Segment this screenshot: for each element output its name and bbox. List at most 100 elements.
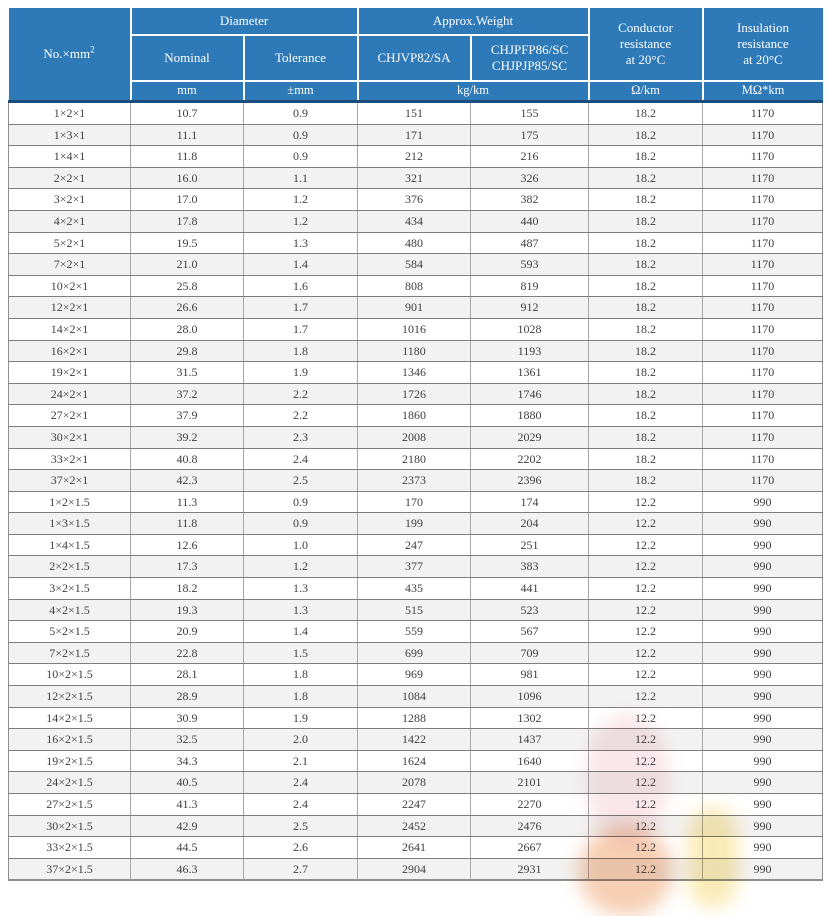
table-row: 1×3×1.5 11.8 0.9 199 204 12.2 990: [8, 512, 824, 535]
cell: 584: [357, 253, 471, 276]
table-row: 2×2×1.5 17.3 1.2 377 383 12.2 990: [8, 555, 824, 579]
header-approx-weight: Approx.Weight: [356, 8, 590, 36]
table-row: 24×2×1.5 40.5 2.4 2078 2101 12.2 990: [8, 771, 824, 794]
cell: 11.8: [130, 512, 244, 535]
table-row: 19×2×1 31.5 1.9 1346 1361 18.2 1170: [8, 361, 824, 384]
cell: 2008: [357, 425, 471, 449]
cell: 28.0: [130, 317, 244, 341]
cell: 1.3: [243, 231, 358, 255]
table-row: 1×4×1.5 12.6 1.0 247 251 12.2 990: [8, 533, 824, 557]
cell: 2247: [357, 793, 471, 816]
cell: 12.2: [588, 533, 704, 557]
cell: 18.2: [588, 231, 704, 255]
cell: 1.1: [243, 166, 358, 190]
cell: 1.3: [243, 598, 358, 622]
cell: 12.2: [588, 641, 704, 665]
cell: 969: [357, 663, 471, 687]
cell: 1361: [469, 361, 590, 384]
cell: 1028: [469, 317, 590, 341]
cell: 3×2×1: [8, 188, 131, 211]
cell: 990: [702, 533, 824, 557]
table-row: 37×2×1.5 46.3 2.7 2904 2931 12.2 990: [8, 857, 824, 882]
cell: 12.2: [588, 706, 704, 730]
cell: 1.9: [243, 361, 358, 384]
cell: 40.5: [130, 771, 244, 794]
cell: 567: [469, 620, 590, 643]
cell: 1170: [702, 253, 824, 276]
cell: 2×2×1: [8, 166, 131, 190]
cell: 1×2×1.5: [8, 490, 131, 514]
cell: 2.6: [243, 836, 358, 859]
cell: 0.9: [243, 490, 358, 514]
cell: 487: [469, 231, 590, 255]
cell: 2029: [469, 425, 590, 449]
cell: 11.3: [130, 490, 244, 514]
cell: 28.9: [130, 685, 244, 708]
table-row: 30×2×1 39.2 2.3 2008 2029 18.2 1170: [8, 425, 824, 449]
cell: 42.3: [130, 469, 244, 492]
cell: 4×2×1.5: [8, 598, 131, 622]
insulation-line2: resistance: [737, 35, 789, 51]
table-row: 2×2×1 16.0 1.1 321 326 18.2 1170: [8, 166, 824, 190]
table-row: 33×2×1 40.8 2.4 2180 2202 18.2 1170: [8, 447, 824, 471]
cell: 1.7: [243, 296, 358, 319]
cell: 990: [702, 771, 824, 794]
cell: 2270: [469, 793, 590, 816]
cell: 1170: [702, 231, 824, 255]
cell: 4×2×1: [8, 209, 131, 233]
cell: 376: [357, 188, 471, 211]
cell: 12.2: [588, 728, 704, 751]
cell: 18.2: [588, 404, 704, 427]
cell: 2202: [469, 447, 590, 471]
cell: 2.4: [243, 771, 358, 794]
cell: 1640: [469, 749, 590, 773]
cell: 1170: [702, 469, 824, 492]
header-no-mm2: No.×mm2: [8, 8, 132, 103]
cell: 12.2: [588, 685, 704, 708]
cell: 171: [357, 123, 471, 147]
cell: 434: [357, 209, 471, 233]
cell: 46.3: [130, 857, 244, 882]
cell: 2641: [357, 836, 471, 859]
cell: 1×3×1: [8, 123, 131, 147]
cell: 5×2×1: [8, 231, 131, 255]
cell: 1170: [702, 145, 824, 168]
cell: 990: [702, 857, 824, 882]
table-row: 33×2×1.5 44.5 2.6 2641 2667 12.2 990: [8, 836, 824, 859]
cell: 321: [357, 166, 471, 190]
cell: 440: [469, 209, 590, 233]
table-row: 10×2×1.5 28.1 1.8 969 981 12.2 990: [8, 663, 824, 687]
cell: 30×2×1.5: [8, 814, 131, 838]
cell: 22.8: [130, 641, 244, 665]
cell: 40.8: [130, 447, 244, 471]
cell: 981: [469, 663, 590, 687]
cell: 2180: [357, 447, 471, 471]
cell: 990: [702, 641, 824, 665]
table-row: 1×2×1 10.7 0.9 151 155 18.2 1170: [8, 101, 824, 125]
table-row: 7×2×1 21.0 1.4 584 593 18.2 1170: [8, 253, 824, 276]
cell: 26.6: [130, 296, 244, 319]
cell: 1.9: [243, 706, 358, 730]
cell: 990: [702, 836, 824, 859]
cell: 14×2×1: [8, 317, 131, 341]
cell: 990: [702, 512, 824, 535]
cell: 1170: [702, 296, 824, 319]
cell: 382: [469, 188, 590, 211]
cell: 1×2×1: [8, 101, 131, 125]
table-row: 3×2×1 17.0 1.2 376 382 18.2 1170: [8, 188, 824, 211]
cell: 2667: [469, 836, 590, 859]
unit-tolerance: ±mm: [242, 80, 359, 103]
insulation-line1: Insulation: [737, 19, 790, 35]
cell: 1.2: [243, 188, 358, 211]
header-no-mm2-label: No.×mm: [43, 45, 91, 61]
cell: 1.2: [243, 209, 358, 233]
cell: 20.9: [130, 620, 244, 643]
cell: 25.8: [130, 274, 244, 298]
cell: 19×2×1.5: [8, 749, 131, 773]
cable-spec-page: No.×mm2 Diameter Approx.Weight Conductor…: [0, 8, 830, 916]
cell: 1860: [357, 404, 471, 427]
cell: 12.2: [588, 857, 704, 882]
cell: 19.3: [130, 598, 244, 622]
insulation-line3: at 20°C: [743, 52, 783, 68]
cell: 39.2: [130, 425, 244, 449]
